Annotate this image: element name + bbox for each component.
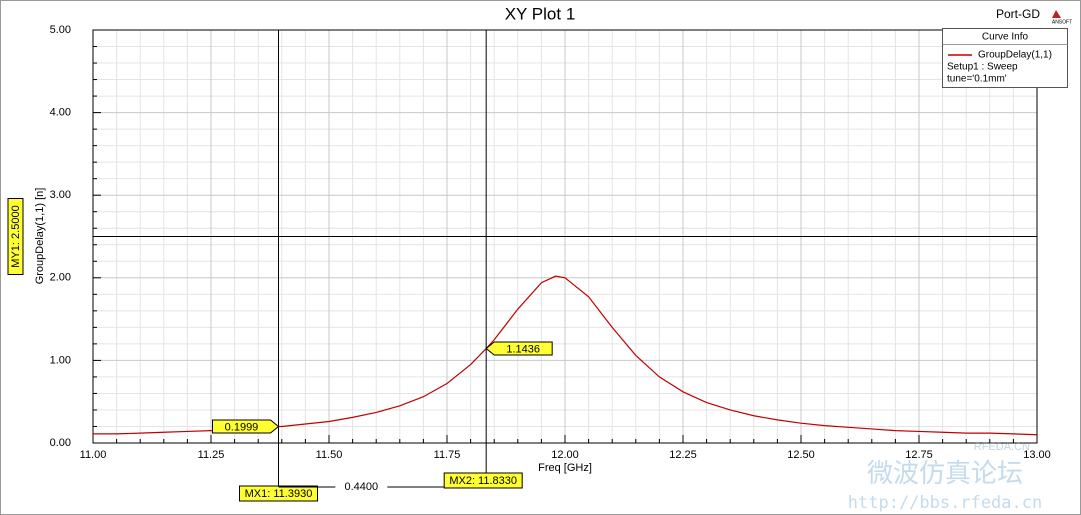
x-tick-label: 11.00 — [80, 449, 107, 461]
point-marker — [485, 341, 553, 356]
x-tick-label: 11.50 — [316, 449, 343, 461]
y-marker-box — [7, 198, 24, 275]
logo-icon — [1052, 10, 1061, 18]
watermark: RFEDA.CN 微波仿真论坛 http://bbs.rfeda.cn — [848, 441, 1042, 513]
delta-label: 0.4400 — [345, 481, 379, 493]
x-marker-label: MX1: 11.3930 — [245, 488, 313, 500]
y-tick-label: 1.00 — [50, 354, 71, 366]
x-tick-label: 11.25 — [198, 449, 225, 461]
legend-note: Setup1 : Sweep — [947, 62, 1018, 73]
y-axis-label: GroupDelay(1,1) [n] — [34, 188, 46, 285]
chart-title: XY Plot 1 — [505, 4, 576, 23]
y-tick-label: 2.00 — [50, 272, 71, 284]
y-tick-label: 3.00 — [50, 189, 71, 201]
legend: Curve Info GroupDelay(1,1) Setup1 : Swee… — [942, 28, 1068, 88]
y-marker-label: MY1: 2.5000 — [10, 205, 22, 267]
x-tick-label: 12.75 — [905, 449, 933, 461]
x-tick-label: 12.25 — [669, 449, 697, 461]
watermark-text: 微波仿真论坛 — [867, 458, 1023, 488]
x-tick-label: 12.50 — [787, 449, 815, 461]
x-tick-label: 11.75 — [434, 449, 461, 461]
x-tick-label: 13.00 — [1023, 449, 1051, 461]
legend-title: Curve Info — [982, 32, 1029, 43]
legend-label: GroupDelay(1,1) — [978, 50, 1052, 61]
watermark-text: http://bbs.rfeda.cn — [848, 493, 1042, 513]
y-tick-label: 5.00 — [50, 24, 71, 36]
legend-note: tune='0.1mm' — [947, 74, 1007, 85]
point-marker-label: 1.1436 — [506, 343, 540, 355]
x-marker-box — [238, 485, 318, 502]
x-marker-box — [443, 472, 523, 489]
y-tick-label: 0.00 — [50, 437, 71, 449]
point-marker — [211, 419, 280, 434]
watermark-text: RFEDA.CN — [974, 441, 1030, 453]
logo: ANSOFT — [1052, 19, 1072, 25]
y-tick-label: 4.00 — [50, 107, 71, 119]
point-marker-label: 0.1999 — [225, 421, 259, 433]
x-axis-label: Freq [GHz] — [538, 462, 592, 474]
plot-name: Port-GD — [996, 7, 1040, 21]
delta-bg — [335, 480, 388, 494]
x-tick-label: 12.00 — [551, 449, 579, 461]
x-marker-label: MX2: 11.8330 — [449, 475, 517, 487]
